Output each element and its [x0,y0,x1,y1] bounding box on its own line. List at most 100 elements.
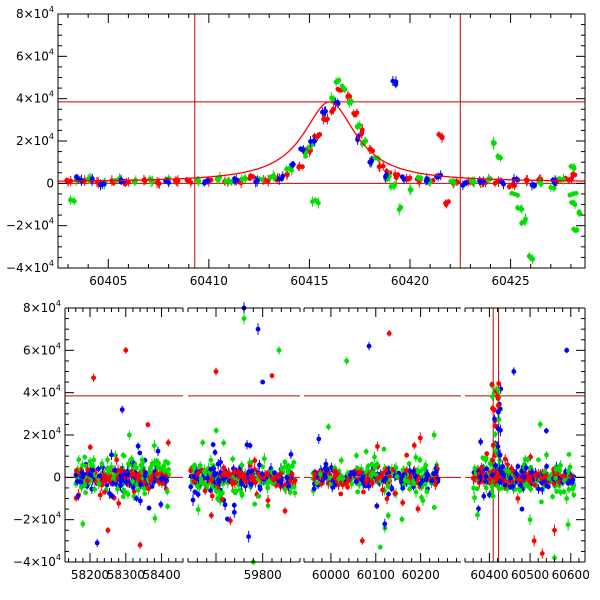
data-point-blue [425,177,430,183]
data-point-red [249,477,254,482]
data-point-red [195,471,201,476]
data-point-blue [497,479,503,485]
outlier-point-green [431,432,437,438]
outlier-point-red [123,347,129,353]
data-point-blue [483,473,489,479]
data-point-red [236,474,242,480]
data-point-red [265,471,270,477]
data-point-red [359,127,365,133]
data-point-red [516,477,522,483]
data-point-green [406,461,412,467]
data-point-green [195,507,201,512]
data-point-blue [122,472,128,477]
top-x-tick-label: 60405 [89,274,127,288]
data-point-blue [137,450,143,456]
data-point-blue [380,478,386,484]
data-point-blue [75,493,81,499]
data-point-green [420,498,426,504]
outlier-point-green [537,422,543,427]
data-point-green [399,516,405,522]
data-point-blue [288,452,294,457]
data-point-green [519,220,525,226]
data-point-red [502,456,508,462]
event-point [494,393,500,399]
data-point-blue [246,469,252,475]
outlier-point-blue [119,407,125,412]
data-point-blue [190,497,196,503]
data-point-blue [366,483,372,489]
data-point-red [470,475,476,481]
data-point-red [165,440,171,446]
data-point-blue [104,482,110,488]
data-point-green [248,460,254,465]
data-point-blue [513,471,519,477]
data-point-green [571,492,577,498]
data-point-green [76,457,82,463]
data-point-green [354,465,360,471]
top-y-tick-label: 2×104 [16,132,54,148]
data-point-red [532,472,538,478]
data-point-red [252,480,258,485]
bottom-y-tick-label: 6×104 [23,341,61,357]
y-tick-mantissa: 8×10 [16,7,49,21]
data-point-green [196,178,202,184]
data-point-blue [316,436,322,442]
outlier-point-red [208,513,214,518]
data-point-green [424,489,430,495]
data-point-green [355,489,361,495]
y-tick-exponent: 4 [49,217,54,226]
data-point-green [148,465,154,471]
data-point-green [418,175,424,181]
data-point-green [572,227,578,233]
data-point-blue [323,461,329,467]
y-tick-exponent: 4 [49,5,54,14]
data-point-blue [320,477,325,483]
data-point-blue [118,483,123,489]
data-point-blue [259,472,265,477]
data-point-green [163,459,168,464]
outlier-point-blue [543,428,549,434]
bottom-x-tick-label: 60500 [511,568,549,582]
data-point-green [515,205,520,211]
top-x-tick-label: 60425 [491,274,529,288]
data-point-green [393,465,399,471]
data-point-blue [146,505,152,511]
data-point-green [551,185,557,191]
data-point-blue [232,176,237,182]
data-point-green [292,490,298,496]
data-point-blue [569,479,575,485]
data-point-red [284,171,290,177]
data-point-blue [489,472,495,478]
data-point-green [567,192,573,198]
data-point-green [152,515,158,521]
outlier-point-blue [134,496,139,501]
event-point [490,457,496,463]
data-point-blue [95,466,101,472]
data-point-green [346,100,352,106]
data-point-green [405,479,411,485]
data-point-green [259,177,265,183]
top-plot-frame [57,13,586,269]
outlier-point-green [344,358,350,364]
data-point-red [85,478,90,484]
data-point-red [375,476,380,482]
bottom-x-tick-label: 58200 [71,568,109,582]
data-point-green [284,166,289,172]
data-point-red [487,476,493,482]
model-fit-curve [58,101,585,182]
y-tick-exponent: 4 [49,47,54,56]
data-point-green [285,463,291,469]
outlier-point-blue [255,326,261,332]
data-point-green [515,192,520,198]
data-point-blue [536,486,541,492]
data-point-blue [142,473,148,479]
data-point-red [479,465,484,471]
data-point-green [388,184,394,190]
bottom-y-tick-label: −4×104 [13,553,61,569]
data-point-blue [353,479,359,485]
data-point-red [312,471,318,477]
data-point-red [175,178,181,184]
data-point-blue [244,442,250,448]
outlier-point-red [91,375,97,381]
